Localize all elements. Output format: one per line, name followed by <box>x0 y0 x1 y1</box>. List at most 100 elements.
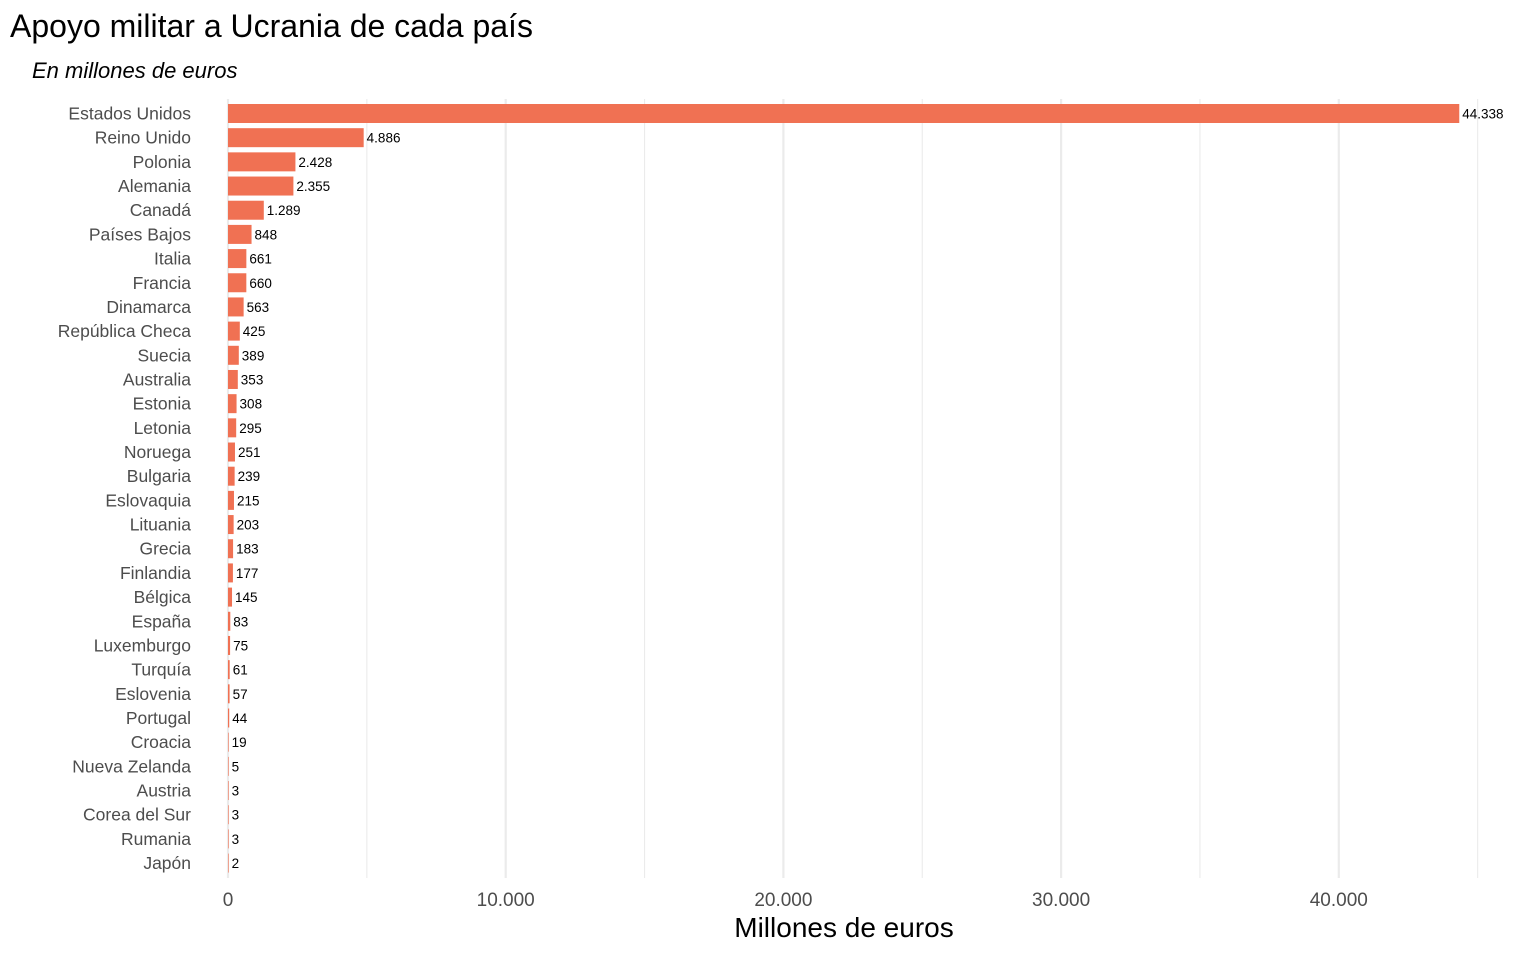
bars <box>228 104 1460 873</box>
value-label: 2.355 <box>296 179 330 194</box>
category-label: Suecia <box>137 345 191 365</box>
bar <box>228 442 235 462</box>
category-label: Reino Unido <box>95 128 191 148</box>
category-label: España <box>132 611 192 631</box>
value-label: 2 <box>232 856 240 871</box>
bar <box>228 708 230 728</box>
bar <box>228 345 239 365</box>
bar <box>228 756 229 776</box>
category-label: Estados Unidos <box>68 104 191 124</box>
bar <box>228 321 240 341</box>
value-label: 44.338 <box>1462 107 1503 122</box>
x-axis-label: Millones de euros <box>734 912 954 943</box>
value-label: 389 <box>242 348 265 363</box>
grid-lines <box>226 99 1479 878</box>
bar <box>228 297 244 317</box>
bar <box>228 128 364 148</box>
value-label: 3 <box>232 808 240 823</box>
bar <box>228 732 229 752</box>
value-label: 4.886 <box>367 131 401 146</box>
x-tick-label: 10.000 <box>477 890 535 911</box>
category-label: Polonia <box>133 152 192 172</box>
category-label: Bulgaria <box>127 466 191 486</box>
value-label: 5 <box>232 759 240 774</box>
bar <box>228 200 264 220</box>
category-label: República Checa <box>58 321 192 341</box>
bar <box>228 466 235 486</box>
bar <box>228 273 247 293</box>
category-label: Japón <box>143 853 191 873</box>
bar <box>228 805 229 825</box>
category-label: Canadá <box>130 200 192 220</box>
chart-subtitle: En millones de euros <box>32 58 238 83</box>
value-label: 3 <box>232 784 240 799</box>
x-tick-labels: 0 10.000 20.000 30.000 40.000 <box>223 890 1368 911</box>
value-label: 239 <box>238 469 261 484</box>
category-label: Dinamarca <box>106 297 191 317</box>
value-label: 215 <box>237 493 260 508</box>
value-label: 3 <box>232 832 240 847</box>
bar <box>228 853 229 873</box>
value-label: 251 <box>238 445 261 460</box>
value-label: 2.428 <box>298 155 332 170</box>
x-tick-label: 0 <box>223 890 234 911</box>
category-label: Lituania <box>130 515 192 535</box>
value-label: 308 <box>240 397 263 412</box>
category-label: Letonia <box>134 418 192 438</box>
category-label: Alemania <box>118 176 191 196</box>
value-label: 848 <box>255 227 278 242</box>
value-label: 57 <box>233 687 248 702</box>
bar <box>228 829 229 849</box>
bar <box>228 611 231 631</box>
value-label: 203 <box>237 518 260 533</box>
category-label: Austria <box>137 781 192 801</box>
category-label: Australia <box>123 369 191 389</box>
category-label: Bélgica <box>134 587 192 607</box>
category-label: Nueva Zelanda <box>72 756 191 776</box>
bar <box>228 515 234 535</box>
x-tick-label: 30.000 <box>1032 890 1090 911</box>
value-label: 75 <box>233 638 248 653</box>
category-label: Portugal <box>126 708 191 728</box>
value-labels: 44.338 4.886 2.428 2.355 1.289 848 661 660 563 42… <box>232 107 1504 872</box>
value-label: 661 <box>249 252 272 267</box>
chart-title: Apoyo militar a Ucrania de cada país <box>10 8 533 44</box>
value-label: 1.289 <box>267 203 301 218</box>
category-label: Corea del Sur <box>83 805 191 825</box>
category-label: Croacia <box>131 732 192 752</box>
value-label: 83 <box>233 614 248 629</box>
value-label: 61 <box>233 663 248 678</box>
category-label: Finlandia <box>120 563 191 583</box>
bar <box>228 490 234 510</box>
bar <box>228 104 1460 123</box>
category-label: Italia <box>154 249 191 269</box>
bar <box>228 152 296 172</box>
category-labels: Estados Unidos Reino Unido Polonia Alemania… <box>58 104 192 874</box>
category-label: Noruega <box>124 442 191 462</box>
category-label: Luxemburgo <box>94 635 191 655</box>
bar <box>228 587 233 607</box>
bar <box>228 539 234 559</box>
category-label: Francia <box>133 273 192 293</box>
category-label: Estonia <box>133 394 192 414</box>
bar <box>228 781 229 801</box>
bar <box>228 684 230 704</box>
category-label: Países Bajos <box>89 224 191 244</box>
bar <box>228 418 237 438</box>
x-tick-label: 20.000 <box>754 890 812 911</box>
category-label: Turquía <box>131 660 191 680</box>
bar <box>228 176 294 196</box>
bar <box>228 563 233 583</box>
bar <box>228 369 238 389</box>
bar <box>228 394 237 414</box>
value-label: 353 <box>241 372 264 387</box>
value-label: 660 <box>249 276 272 291</box>
value-label: 425 <box>243 324 266 339</box>
x-tick-label: 40.000 <box>1310 890 1368 911</box>
value-label: 177 <box>236 566 259 581</box>
value-label: 145 <box>235 590 258 605</box>
category-label: Rumania <box>121 829 191 849</box>
category-label: Eslovaquia <box>105 490 191 510</box>
bar <box>228 224 252 244</box>
